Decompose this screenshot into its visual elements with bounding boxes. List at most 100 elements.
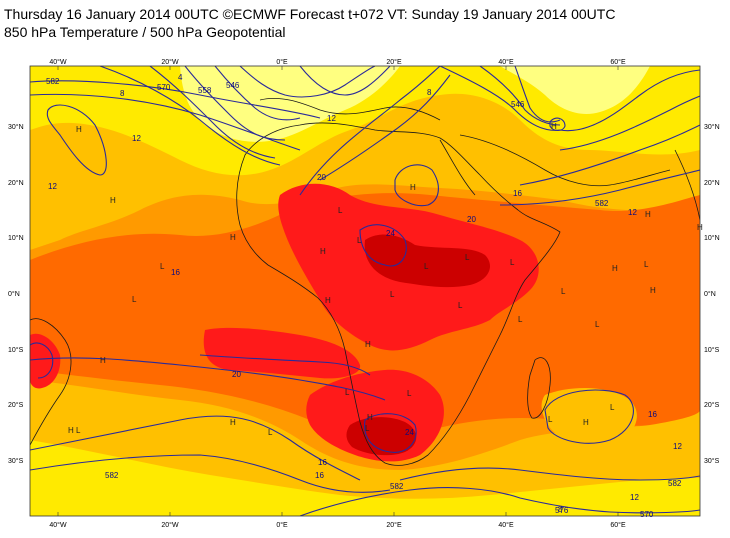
coastline-redsea bbox=[439, 139, 476, 196]
lat-label-left-3: 10°N bbox=[8, 234, 24, 242]
title-line-1: Thursday 16 January 2014 00UTC ©ECMWF Fo… bbox=[4, 6, 616, 22]
low-marker: L bbox=[610, 403, 615, 412]
coastline-europe bbox=[259, 97, 441, 121]
high-marker: H bbox=[650, 286, 656, 295]
contour-588-tropical-band bbox=[199, 354, 371, 376]
contour-564-east bbox=[479, 66, 561, 126]
temperature-band-red-atlantic bbox=[203, 327, 361, 379]
geopotential-label-582-se: 582 bbox=[668, 479, 682, 488]
lat-label-left-2: 20°N bbox=[8, 179, 24, 187]
coastlines bbox=[30, 97, 700, 466]
lat-label-right-3: 10°N bbox=[704, 234, 720, 242]
geopotential-labels: 582 570 558 546 546 582 582 582 582 570 … bbox=[46, 77, 682, 519]
graticule-ticks bbox=[57, 66, 619, 516]
geopotential-label-570: 570 bbox=[157, 83, 171, 92]
geopotential-label-546-ne: 546 bbox=[511, 100, 525, 109]
lat-label-right-1: 30°N bbox=[704, 123, 720, 131]
high-marker: H bbox=[645, 210, 651, 219]
lat-label-right-7: 30°S bbox=[704, 457, 720, 465]
contour-570-south bbox=[299, 487, 700, 516]
high-marker: H bbox=[110, 196, 116, 205]
lat-label-right-2: 20°N bbox=[704, 179, 720, 187]
lat-label-left-6: 20°S bbox=[8, 401, 24, 409]
lon-label-bottom-5: 40°E bbox=[498, 521, 514, 529]
pressure-markers: H H H H H H H H H H H H H H H H H L L L … bbox=[68, 122, 703, 437]
temperature-label-8-n: 8 bbox=[427, 88, 432, 97]
temperature-label-16-w: 16 bbox=[171, 268, 180, 277]
lon-label-top-5: 40°E bbox=[498, 58, 514, 66]
low-marker: L bbox=[465, 253, 470, 262]
low-marker: L bbox=[76, 426, 81, 435]
geopotential-label-576-s: 576 bbox=[555, 506, 569, 515]
low-marker: L bbox=[365, 424, 370, 433]
geopotential-label-546-n: 546 bbox=[226, 81, 240, 90]
low-marker: L bbox=[458, 301, 463, 310]
temperature-label-16-sw2: 16 bbox=[315, 471, 324, 480]
lat-label-left-1: 30°N bbox=[8, 123, 24, 131]
temperature-label-12-w: 12 bbox=[132, 134, 141, 143]
temperature-field bbox=[30, 66, 700, 516]
geopotential-contours bbox=[30, 66, 700, 516]
geopotential-label-582-s: 582 bbox=[390, 482, 404, 491]
temperature-labels: 4 8 12 12 12 16 20 20 24 24 16 16 16 12 … bbox=[48, 73, 682, 514]
geopotential-label-558: 558 bbox=[198, 86, 212, 95]
map-frame bbox=[29, 65, 701, 517]
contour-576-mid bbox=[299, 66, 441, 196]
temperature-label-20-w: 20 bbox=[232, 370, 241, 379]
contour-western-coast bbox=[30, 342, 54, 379]
lat-label-right-4: 0°N bbox=[704, 290, 716, 298]
temperature-label-12-far-w: 12 bbox=[48, 182, 57, 191]
temperature-label-4: 4 bbox=[178, 73, 183, 82]
coastline-southamerica bbox=[30, 318, 72, 446]
high-marker: H bbox=[367, 413, 373, 422]
contour-582-southwest bbox=[30, 415, 361, 481]
low-marker: L bbox=[644, 260, 649, 269]
temperature-band-darkred-central bbox=[364, 234, 490, 288]
contour-576-far-east bbox=[519, 124, 700, 186]
low-marker: L bbox=[390, 290, 395, 299]
contour-582-far-east bbox=[499, 169, 700, 206]
coastline-africa bbox=[236, 122, 561, 466]
high-marker: H bbox=[325, 296, 331, 305]
contour-586-ring-sahara bbox=[394, 164, 439, 207]
high-marker: H bbox=[68, 426, 74, 435]
lon-label-bottom-4: 20°E bbox=[386, 521, 402, 529]
high-marker: H bbox=[410, 183, 416, 192]
contour-582-north bbox=[30, 80, 321, 119]
temperature-label-20-n: 20 bbox=[317, 173, 326, 182]
high-marker: H bbox=[612, 264, 618, 273]
temperature-band-yellow-south bbox=[30, 440, 700, 516]
low-marker: L bbox=[510, 258, 515, 267]
latitude-labels-right: 30°N 20°N 10°N 0°N 10°S 20°S 30°S bbox=[704, 123, 720, 465]
temperature-label-24-c: 24 bbox=[386, 229, 395, 238]
high-marker: H bbox=[551, 122, 557, 131]
high-marker: H bbox=[230, 418, 236, 427]
low-marker: L bbox=[268, 428, 273, 437]
lon-label-top-3: 0°E bbox=[276, 58, 288, 66]
low-marker: L bbox=[357, 236, 362, 245]
contour-586-ring-northwest bbox=[46, 104, 107, 176]
lon-label-bottom-3: 0°E bbox=[276, 521, 288, 529]
low-marker: L bbox=[132, 295, 137, 304]
temperature-band-darkred-southern bbox=[346, 417, 417, 456]
latitude-labels-left: 30°N 20°N 10°N 0°N 10°S 20°S 30°S bbox=[8, 123, 24, 465]
high-marker: H bbox=[320, 247, 326, 256]
geopotential-label-570-se: 570 bbox=[640, 510, 654, 519]
lon-label-top-2: 20°W bbox=[161, 58, 179, 66]
lat-label-left-7: 30°S bbox=[8, 457, 24, 465]
longitude-labels-bottom: 40°W 20°W 0°E 20°E 40°E 60°E bbox=[49, 521, 626, 529]
temperature-label-20-e: 20 bbox=[467, 215, 476, 224]
lat-label-left-5: 10°S bbox=[8, 346, 24, 354]
contour-570-far-east bbox=[559, 95, 700, 151]
contour-570-north bbox=[99, 66, 281, 166]
contour-564-north bbox=[149, 66, 276, 159]
temperature-label-12-s: 12 bbox=[630, 493, 639, 502]
temperature-band-lightyellow-northeast bbox=[500, 66, 650, 115]
title-line-2: 850 hPa Temperature / 500 hPa Geopotenti… bbox=[4, 24, 286, 40]
contour-558-north bbox=[184, 66, 286, 141]
longitude-labels-top: 40°W 20°W 0°E 20°E 40°E 60°E bbox=[49, 58, 626, 66]
high-marker: H bbox=[100, 356, 106, 365]
lon-label-bottom-2: 20°W bbox=[161, 521, 179, 529]
geopotential-label-582-sw: 582 bbox=[105, 471, 119, 480]
low-marker: L bbox=[561, 287, 566, 296]
